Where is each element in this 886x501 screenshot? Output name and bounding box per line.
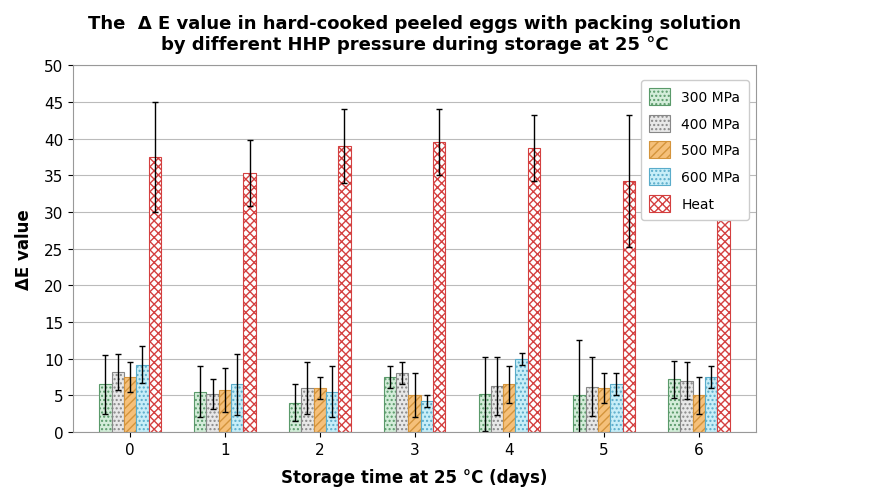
Bar — [610, 385, 623, 432]
Bar — [516, 359, 528, 432]
Bar — [680, 381, 693, 432]
Bar — [99, 385, 112, 432]
Bar — [384, 377, 396, 432]
Bar — [194, 392, 206, 432]
Bar — [231, 385, 244, 432]
Bar — [326, 392, 338, 432]
Bar — [149, 158, 161, 432]
Bar — [244, 174, 256, 432]
Bar — [693, 396, 705, 432]
Bar — [623, 182, 635, 432]
Bar — [396, 374, 408, 432]
Bar — [586, 387, 598, 432]
Bar — [491, 386, 503, 432]
Bar — [503, 385, 516, 432]
Legend: 300 MPa, 400 MPa, 500 MPa, 600 MPa, Heat: 300 MPa, 400 MPa, 500 MPa, 600 MPa, Heat — [641, 81, 749, 220]
Bar — [421, 402, 433, 432]
Bar — [289, 403, 301, 432]
Bar — [301, 388, 314, 432]
Bar — [219, 391, 231, 432]
Bar — [598, 388, 610, 432]
Bar — [408, 396, 421, 432]
Bar — [478, 394, 491, 432]
Bar — [705, 377, 718, 432]
Bar — [206, 394, 219, 432]
Title: The  Δ E value in hard-cooked peeled eggs with packing solution
by different HHP: The Δ E value in hard-cooked peeled eggs… — [88, 15, 741, 54]
Bar — [124, 377, 136, 432]
Y-axis label: ΔE value: ΔE value — [15, 209, 33, 290]
Bar — [338, 147, 351, 432]
Bar — [136, 365, 149, 432]
Bar — [718, 180, 730, 432]
Bar — [573, 396, 586, 432]
Bar — [528, 149, 540, 432]
X-axis label: Storage time at 25 °C (days): Storage time at 25 °C (days) — [282, 468, 548, 486]
Bar — [668, 380, 680, 432]
Bar — [433, 143, 446, 432]
Bar — [314, 388, 326, 432]
Bar — [112, 372, 124, 432]
